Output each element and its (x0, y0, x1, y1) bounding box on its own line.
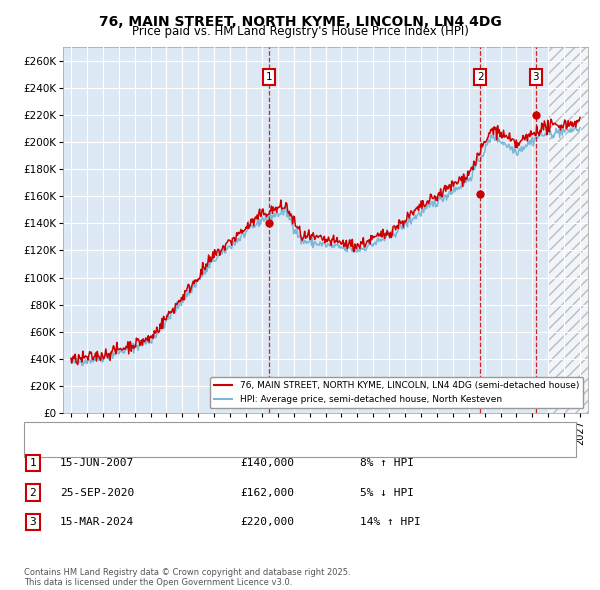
Text: 15-MAR-2024: 15-MAR-2024 (60, 517, 134, 527)
Text: 2: 2 (477, 72, 484, 82)
Text: 15-JUN-2007: 15-JUN-2007 (60, 458, 134, 468)
Text: 76, MAIN STREET, NORTH KYME, LINCOLN, LN4 4DG (semi-detached house): 76, MAIN STREET, NORTH KYME, LINCOLN, LN… (72, 422, 464, 431)
Legend: 76, MAIN STREET, NORTH KYME, LINCOLN, LN4 4DG (semi-detached house), HPI: Averag: 76, MAIN STREET, NORTH KYME, LINCOLN, LN… (210, 377, 583, 408)
Text: Contains HM Land Registry data © Crown copyright and database right 2025.
This d: Contains HM Land Registry data © Crown c… (24, 568, 350, 587)
Text: 8% ↑ HPI: 8% ↑ HPI (360, 458, 414, 468)
Text: HPI: Average price, semi-detached house, North Kesteven: HPI: Average price, semi-detached house,… (72, 444, 374, 453)
Text: 1: 1 (29, 458, 37, 468)
Text: 14% ↑ HPI: 14% ↑ HPI (360, 517, 421, 527)
Text: £220,000: £220,000 (240, 517, 294, 527)
Text: 2: 2 (29, 488, 37, 497)
Text: 5% ↓ HPI: 5% ↓ HPI (360, 488, 414, 497)
Text: 25-SEP-2020: 25-SEP-2020 (60, 488, 134, 497)
Polygon shape (548, 47, 588, 413)
Text: 76, MAIN STREET, NORTH KYME, LINCOLN, LN4 4DG: 76, MAIN STREET, NORTH KYME, LINCOLN, LN… (98, 15, 502, 29)
Text: £162,000: £162,000 (240, 488, 294, 497)
Text: £140,000: £140,000 (240, 458, 294, 468)
Text: 1: 1 (266, 72, 272, 82)
Text: 3: 3 (29, 517, 37, 527)
Text: Price paid vs. HM Land Registry's House Price Index (HPI): Price paid vs. HM Land Registry's House … (131, 25, 469, 38)
Text: 3: 3 (532, 72, 539, 82)
